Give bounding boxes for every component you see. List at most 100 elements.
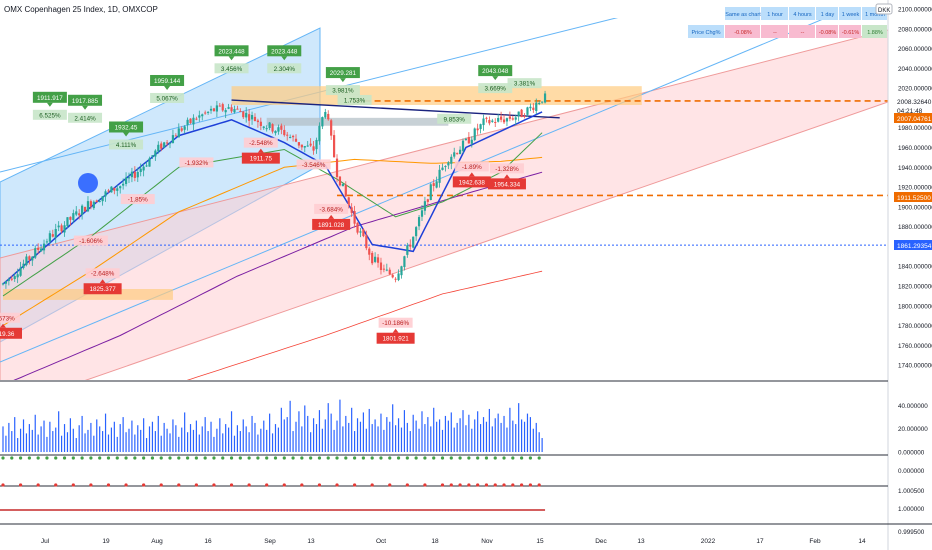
candle-body (242, 111, 245, 118)
candle-body (479, 124, 482, 130)
candle-body (230, 107, 233, 112)
candle-body (177, 128, 180, 138)
currency-badge[interactable]: DKK (875, 3, 893, 15)
signal-dot-red (106, 483, 111, 487)
pivot-low-pct-box (314, 203, 349, 214)
candle-body (505, 118, 509, 122)
candle-body (25, 256, 28, 265)
candle-body (262, 126, 265, 128)
signal-dot-green (36, 456, 40, 460)
price-tick-label: 1840.000000 (898, 264, 932, 271)
candle-body (365, 235, 368, 249)
price-tick-label: 1800.000000 (898, 303, 932, 310)
signal-dot-green (414, 456, 418, 460)
grey-zone (266, 117, 449, 126)
candle-body (86, 201, 90, 212)
candle-body (54, 228, 57, 238)
signal-dot-green (247, 456, 251, 460)
pivot-high-pct: 2.304% (274, 66, 296, 73)
pivot-high-pct-box (325, 85, 360, 96)
pivot-high-pct-box (507, 78, 542, 89)
candle-body (124, 177, 128, 184)
time-tick-label: 18 (431, 538, 439, 545)
pivot-high-pct: 3.981% (332, 88, 354, 95)
candle-body (83, 207, 87, 212)
pivot-low-pointer (503, 174, 510, 179)
signal-dot-green (256, 456, 260, 460)
candle-body (168, 142, 172, 144)
candle-body (75, 211, 78, 215)
candle-body (189, 118, 192, 123)
candle-body (31, 256, 34, 261)
perf-value-cell (816, 25, 838, 38)
pivot-high-pointer (281, 56, 288, 61)
pivot-high-pct: 1.753% (344, 97, 366, 104)
channel-upper-line (0, 18, 619, 173)
candle-body (209, 108, 213, 111)
signal-dot-green (282, 456, 286, 460)
signal-dot-green (291, 456, 295, 460)
signal-dot-green (405, 456, 409, 460)
candle-body (253, 116, 257, 122)
pivot-low-pointer (468, 172, 475, 177)
candle-body (154, 150, 157, 157)
signal-dot-red (370, 483, 374, 487)
ma-price: 2007.04761 (897, 116, 932, 123)
price-tick-label: 1760.000000 (898, 343, 932, 350)
osc-panel-tick: 1.000000 (898, 506, 925, 513)
pivot-low-price-box (376, 332, 415, 344)
candle-body (180, 128, 183, 131)
candle-body (412, 236, 415, 248)
candle-body (318, 125, 321, 142)
candle-body (520, 109, 523, 118)
ma-mid-line (2, 132, 543, 297)
perf-header-cell (789, 7, 815, 20)
signal-dot-green (203, 456, 207, 460)
price-axis[interactable]: 2100.000000 2080.000000 2060.000000 2040.00… (898, 6, 932, 369)
candle-body (502, 119, 506, 123)
signal-dot-red (89, 483, 93, 487)
perf-row-label-cell (688, 25, 724, 38)
time-tick-label: 15 (536, 538, 544, 545)
signal-dot-red (247, 483, 251, 487)
candle-body (543, 93, 547, 103)
perf-value-cell (839, 25, 861, 38)
pivot-high-price: 2023.448 (218, 48, 245, 55)
candle-body (388, 269, 391, 275)
signal-dot-green (467, 456, 471, 460)
signal-dot-green (238, 456, 242, 460)
signal-dot-green (54, 456, 58, 460)
candle-body (57, 225, 60, 228)
pivot-low-pct-box (0, 312, 20, 323)
candle-body (113, 187, 116, 191)
pivot-high-price: 1932.45 (115, 124, 138, 131)
signal-dot-red (449, 483, 453, 487)
candle-body (248, 114, 251, 121)
candle-body (133, 171, 136, 178)
candle-body (441, 167, 444, 170)
signal-dot-green (133, 456, 137, 460)
candle-body (324, 111, 327, 118)
perf-value-cell (862, 25, 887, 38)
time-axis[interactable]: Jul 19 Aug 16 Sep 13 Oct 18 Nov 15 Dec 13 2022 17 Feb 1… (41, 538, 866, 545)
candle-body (335, 158, 339, 178)
candle-body (195, 118, 198, 120)
signal-dot-green (10, 456, 14, 460)
candle-body (72, 213, 75, 221)
signal-dot-green (537, 456, 541, 460)
candle-body (51, 234, 54, 237)
signal-dot-green (18, 456, 23, 460)
volume-tick-label: 0.000000 (898, 450, 925, 457)
signal-dot-green (344, 456, 348, 460)
candle-body (526, 107, 529, 115)
perf-header-label: 1 week (842, 12, 860, 18)
perf-header-cell (761, 7, 788, 20)
candle-body (107, 190, 110, 192)
blue-line-price-badge: 1861.29354 (894, 240, 932, 250)
signal-dot-green (476, 456, 480, 460)
candle-body (201, 114, 204, 117)
candle-body (488, 119, 491, 124)
perf-value: -0.08% (734, 30, 752, 36)
pivot-high-price-box (32, 91, 67, 103)
